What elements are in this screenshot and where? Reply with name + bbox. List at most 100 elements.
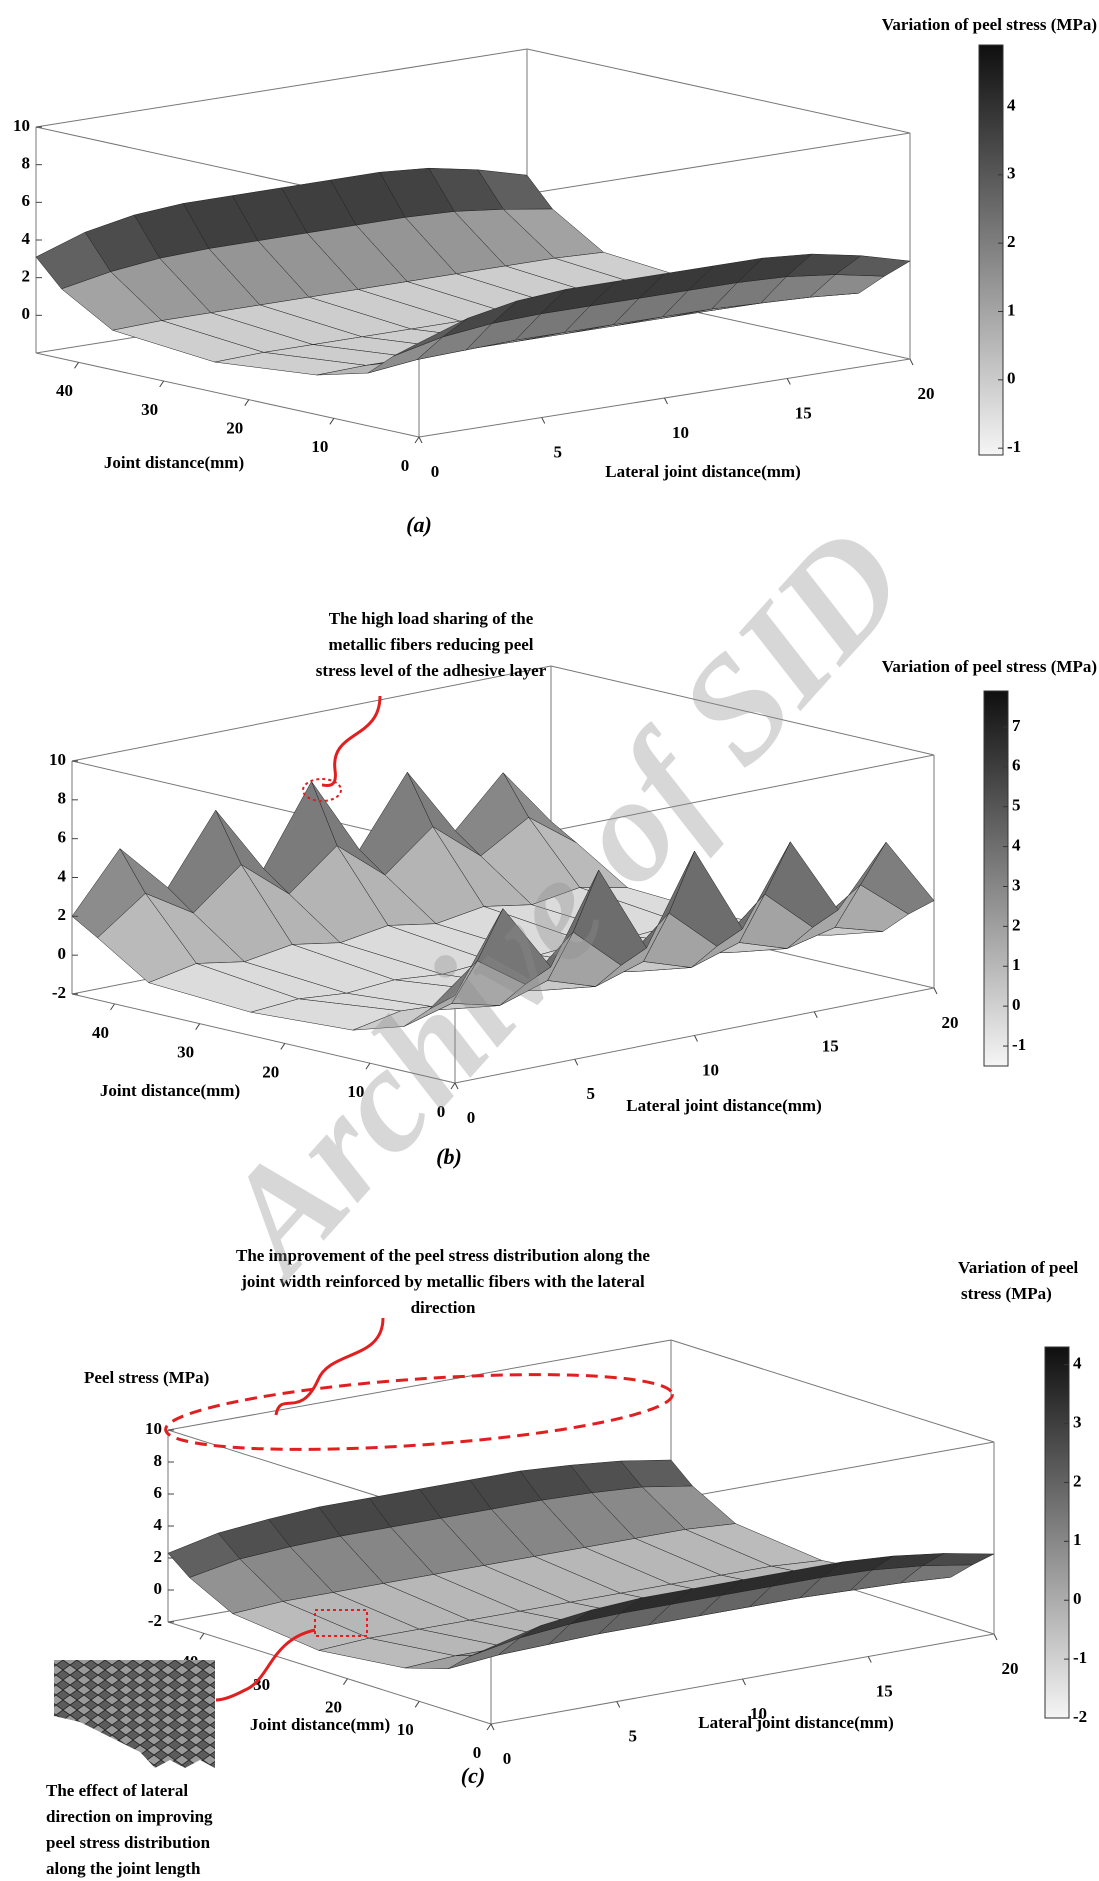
colorbar-tick-label: 1 xyxy=(1012,955,1021,974)
box-edge xyxy=(527,49,910,133)
colorbar-tick-label: 0 xyxy=(1073,1589,1082,1608)
z-tick-label: 4 xyxy=(154,1515,163,1534)
colorbar-tick-label: 1 xyxy=(1007,300,1016,319)
colorbar-tick-label: 0 xyxy=(1007,369,1016,388)
x-tick-label: 40 xyxy=(56,381,73,400)
box-edge xyxy=(168,1340,671,1430)
x-tick-label: 40 xyxy=(92,1023,109,1042)
annotation: metallic fibers reducing peel xyxy=(328,635,533,654)
y-tick-label: 15 xyxy=(876,1681,893,1700)
y-tick-label: 5 xyxy=(554,442,563,461)
caption: (a) xyxy=(406,512,432,537)
colorbar-tick-label: 0 xyxy=(1012,995,1021,1014)
y-tick xyxy=(934,988,937,994)
colorbar-label: Variation of peel xyxy=(958,1258,1079,1277)
x-tick-label: 30 xyxy=(177,1043,194,1062)
z-tick-label: 8 xyxy=(22,154,31,173)
z-tick-label: -2 xyxy=(52,983,66,1002)
x-tick-label: 10 xyxy=(397,1720,414,1739)
z-tick-label: -2 xyxy=(148,1611,162,1630)
x-tick-label: 0 xyxy=(401,456,410,475)
y-tick-label: 0 xyxy=(431,462,440,481)
annotation: stress level of the adhesive layer xyxy=(316,661,547,680)
colorbar-tick-label: 3 xyxy=(1007,164,1016,183)
x-tick xyxy=(160,381,164,387)
x-tick xyxy=(200,1633,204,1639)
y-axis-label: Lateral joint distance(mm) xyxy=(698,1713,893,1732)
callout-b xyxy=(303,696,380,801)
y-tick-label: 10 xyxy=(702,1060,719,1079)
y-tick xyxy=(542,418,545,424)
y-tick xyxy=(695,1036,698,1042)
colorbar xyxy=(984,691,1008,1066)
x-tick xyxy=(245,400,249,406)
colorbar-label: Variation of peel stress (MPa) xyxy=(882,657,1097,676)
y-axis-label: Lateral joint distance(mm) xyxy=(605,462,800,481)
colorbar-tick-label: 2 xyxy=(1073,1471,1082,1490)
x-axis-label: Joint distance(mm) xyxy=(104,453,244,472)
z-tick-label: 6 xyxy=(58,828,67,847)
z-tick-label: 2 xyxy=(154,1547,163,1566)
y-tick xyxy=(868,1657,871,1663)
annotation: The high load sharing of the xyxy=(329,609,534,628)
z-tick-label: 2 xyxy=(58,905,67,924)
colorbar-tick-label: 4 xyxy=(1007,95,1016,114)
colorbar-tick-label: 4 xyxy=(1012,835,1021,854)
colorbar-tick-label: 4 xyxy=(1073,1354,1082,1373)
x-tick xyxy=(281,1043,285,1049)
caption: (c) xyxy=(461,1763,485,1788)
x-tick xyxy=(75,362,79,368)
colorbar-tick-label: 5 xyxy=(1012,796,1021,815)
x-tick-label: 20 xyxy=(325,1698,342,1717)
colorbar-tick-label: 2 xyxy=(1012,915,1021,934)
y-tick-label: 5 xyxy=(587,1084,596,1103)
x-tick-label: 20 xyxy=(226,419,243,438)
z-tick-label: 0 xyxy=(58,944,67,963)
x-tick xyxy=(330,418,334,424)
inset-note: peel stress distribution xyxy=(46,1833,211,1852)
x-tick-label: 20 xyxy=(262,1062,279,1081)
y-tick xyxy=(787,379,790,385)
colorbar-tick-label: -2 xyxy=(1073,1707,1087,1726)
y-tick xyxy=(491,1724,494,1730)
y-tick-label: 20 xyxy=(942,1013,959,1032)
x-tick xyxy=(343,1679,347,1685)
y-tick-label: 15 xyxy=(795,403,812,422)
colorbar-tick-label: 6 xyxy=(1012,756,1021,775)
z-tick-label: 6 xyxy=(154,1483,163,1502)
box-edge xyxy=(72,666,551,761)
z-tick-label: 4 xyxy=(22,229,31,248)
x-tick-label: 30 xyxy=(141,400,158,419)
z-tick-label: 0 xyxy=(22,304,31,323)
colorbar-tick-label: -1 xyxy=(1007,437,1021,456)
z-tick-label: 10 xyxy=(13,116,30,135)
x-tick-label: 0 xyxy=(473,1743,482,1762)
x-tick xyxy=(111,1004,115,1010)
z-tick-label: 0 xyxy=(154,1579,163,1598)
y-tick xyxy=(743,1679,746,1685)
inset-note: along the joint length xyxy=(46,1859,201,1878)
colorbar-tick-label: 1 xyxy=(1073,1530,1082,1549)
y-tick xyxy=(575,1059,578,1065)
colorbar-tick-label: 3 xyxy=(1073,1412,1082,1431)
annotation: direction xyxy=(411,1298,476,1317)
z-tick-label: 10 xyxy=(145,1419,162,1438)
y-tick-label: 20 xyxy=(918,384,935,403)
x-tick xyxy=(415,437,419,443)
z-tick-label: 8 xyxy=(58,789,67,808)
x-tick-label: 10 xyxy=(311,437,328,456)
x-tick xyxy=(196,1024,200,1030)
y-tick-label: 15 xyxy=(822,1037,839,1056)
x-tick xyxy=(415,1701,419,1707)
y-tick xyxy=(617,1702,620,1708)
figure: 010203040051015200246810-101234Variation… xyxy=(0,0,1099,1881)
z-tick-label: 10 xyxy=(49,750,66,769)
colorbar-label: Variation of peel stress (MPa) xyxy=(882,15,1097,34)
z-axis-label: Peel stress (MPa) xyxy=(84,1368,209,1387)
box-edge xyxy=(36,49,527,127)
z-tick-label: 8 xyxy=(154,1451,163,1470)
z-tick-label: 2 xyxy=(22,267,31,286)
colorbar-tick-label: -1 xyxy=(1073,1648,1087,1667)
colorbar-tick-label: 7 xyxy=(1012,716,1021,735)
inset-note: direction on improving xyxy=(46,1807,213,1826)
